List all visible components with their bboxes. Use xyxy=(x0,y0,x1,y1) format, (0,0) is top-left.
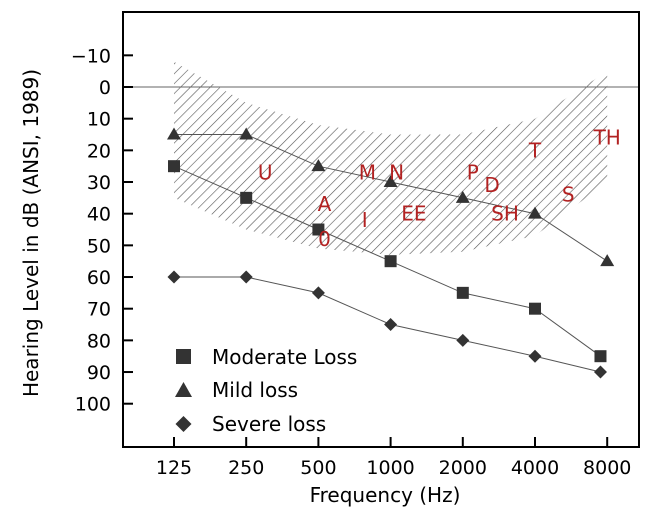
data-point-triangle xyxy=(311,159,326,172)
y-tick-label: 80 xyxy=(87,330,111,352)
x-tick-label: 4000 xyxy=(511,457,559,479)
speech-banana-region xyxy=(174,61,608,255)
data-point-square xyxy=(168,160,180,173)
data-point-diamond xyxy=(311,286,325,300)
data-point-diamond xyxy=(456,333,470,347)
y-tick-label: 60 xyxy=(87,267,111,289)
x-axis: 125 250 500 1000 2000 4000 8000 xyxy=(156,437,631,479)
x-tick-label: 250 xyxy=(228,457,264,479)
phoneme-label: EE xyxy=(401,202,426,226)
phoneme-labels: U M N P T TH D S A I EE SH 0 xyxy=(258,126,621,251)
y-tick-label: 100 xyxy=(75,394,111,416)
series-layer xyxy=(167,127,615,379)
legend-triangle-marker xyxy=(175,382,192,397)
phoneme-label: I xyxy=(362,208,368,232)
x-tick-label: 2000 xyxy=(439,457,487,479)
data-point-diamond xyxy=(593,365,607,379)
legend-square-marker xyxy=(176,349,191,364)
phoneme-label: D xyxy=(484,173,499,197)
phoneme-label: A xyxy=(318,192,332,216)
legend-label-mild: Mild loss xyxy=(212,378,298,402)
phoneme-label: TH xyxy=(593,126,621,150)
y-tick-label: −10 xyxy=(71,45,111,67)
legend-label-severe: Severe loss xyxy=(212,412,326,436)
y-axis-title: Hearing Level in dB (ANSI, 1989) xyxy=(19,69,43,397)
y-tick-label: 10 xyxy=(87,109,111,131)
phoneme-label: P xyxy=(467,161,479,185)
x-tick-label: 125 xyxy=(156,457,192,479)
phoneme-label: U xyxy=(258,161,273,185)
x-axis-title: Frequency (Hz) xyxy=(310,483,461,507)
data-point-diamond xyxy=(384,318,398,332)
data-point-triangle xyxy=(528,206,542,219)
data-point-diamond xyxy=(167,270,181,284)
phoneme-label: M xyxy=(359,161,376,185)
y-tick-label: 40 xyxy=(87,204,111,226)
data-point-triangle xyxy=(383,175,398,188)
data-point-square xyxy=(312,223,325,236)
y-tick-label: 20 xyxy=(87,140,111,162)
data-point-triangle xyxy=(455,190,470,203)
y-tick-label: 30 xyxy=(87,172,111,194)
data-point-square xyxy=(594,350,607,363)
data-point-square xyxy=(529,302,541,315)
data-point-triangle xyxy=(167,127,181,140)
x-tick-label: 8000 xyxy=(583,457,631,479)
phoneme-label: N xyxy=(389,161,404,185)
speech-banana-area xyxy=(174,61,608,255)
phoneme-label: SH xyxy=(491,202,519,226)
x-tick-label: 1000 xyxy=(366,457,414,479)
data-point-triangle xyxy=(239,127,254,140)
data-point-square xyxy=(384,255,397,268)
plot-frame xyxy=(122,11,640,448)
y-tick-label: 90 xyxy=(87,362,111,384)
y-tick-label: 0 xyxy=(99,77,111,99)
data-point-triangle xyxy=(600,254,615,267)
data-point-square xyxy=(240,191,253,204)
y-axis: −10 0 10 20 30 40 50 60 70 80 90 100 xyxy=(71,45,133,416)
data-point-square xyxy=(456,286,469,299)
phoneme-label: T xyxy=(528,138,542,162)
data-point-diamond xyxy=(239,270,253,284)
y-tick-label: 50 xyxy=(87,235,111,257)
legend-label-moderate: Moderate Loss xyxy=(212,345,357,369)
x-tick-label: 500 xyxy=(300,457,336,479)
legend-diamond-marker xyxy=(175,416,192,432)
legend: Moderate Loss Mild loss Severe loss xyxy=(175,345,357,436)
y-tick-label: 70 xyxy=(87,299,111,321)
data-point-diamond xyxy=(528,349,542,363)
phoneme-label: S xyxy=(562,183,575,207)
phoneme-label: 0 xyxy=(318,227,331,251)
